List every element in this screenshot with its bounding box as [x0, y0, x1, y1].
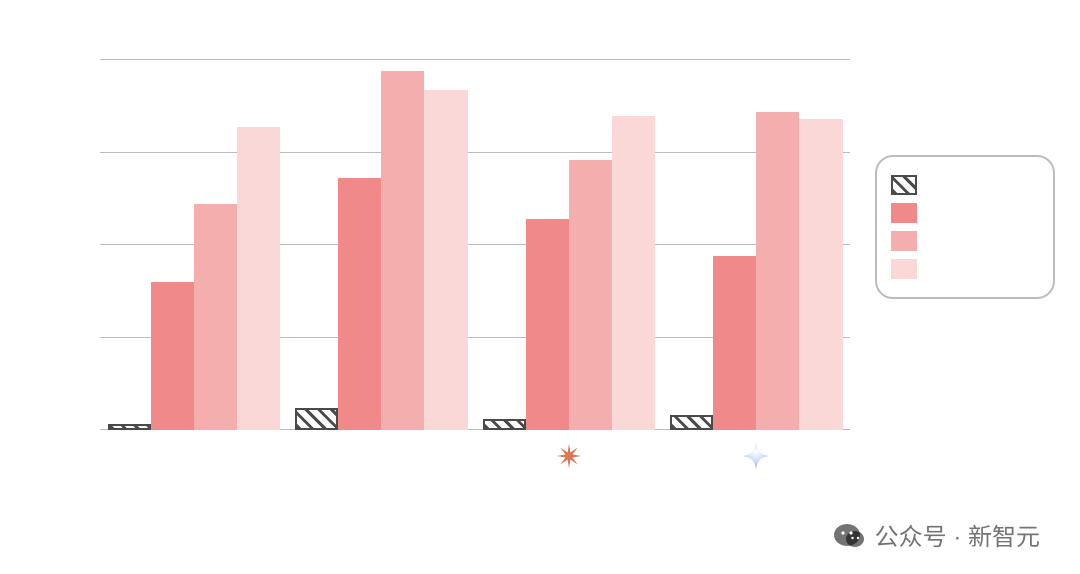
- bar-s1-g0: [108, 424, 151, 430]
- bar-s4-g3: [799, 119, 842, 430]
- bar-s2-g2: [526, 219, 569, 430]
- legend-item-s3: [891, 227, 1035, 255]
- chart-stage: { "chart": { "type": "bar", "plot_area":…: [0, 0, 1080, 574]
- gridline: [100, 59, 850, 60]
- bar-s3-g2: [569, 160, 612, 430]
- legend-swatch-s4: [891, 259, 917, 279]
- bar-s1-g1: [295, 408, 338, 430]
- legend-item-s4: [891, 255, 1035, 283]
- legend-swatch-s2: [891, 203, 917, 223]
- bar-s3-g1: [381, 71, 424, 430]
- bar-s3-g3: [756, 112, 799, 430]
- legend-swatch-s1: [891, 175, 917, 195]
- legend-box: [875, 155, 1055, 299]
- legend-item-s1: [891, 171, 1035, 199]
- bar-s4-g0: [237, 127, 280, 430]
- bar-s2-g3: [713, 256, 756, 430]
- legend-item-s2: [891, 199, 1035, 227]
- bar-s1-g3: [670, 415, 713, 430]
- claude-asterisk-icon: [555, 442, 583, 470]
- bar-s4-g2: [612, 116, 655, 431]
- bar-s3-g0: [194, 204, 237, 430]
- wechat-bubble-icon: [833, 519, 865, 551]
- watermark: 公众号 · 新智元: [833, 517, 1040, 552]
- gemini-spark-icon: [742, 442, 770, 470]
- bar-s2-g0: [151, 282, 194, 430]
- bar-s4-g1: [424, 90, 467, 430]
- gridline: [100, 152, 850, 153]
- legend-swatch-s3: [891, 231, 917, 251]
- bar-s2-g1: [338, 178, 381, 430]
- watermark-text: 公众号 · 新智元: [875, 517, 1040, 552]
- bar-s1-g2: [483, 419, 526, 430]
- plot-area: [100, 60, 850, 430]
